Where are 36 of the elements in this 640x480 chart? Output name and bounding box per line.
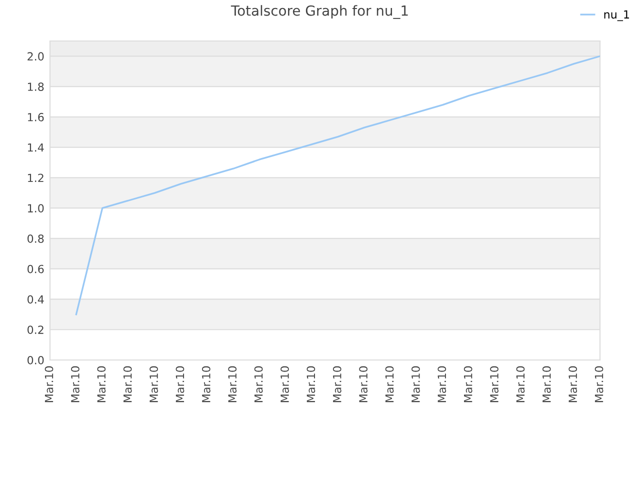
x-tick-label: Mar.10 xyxy=(97,366,106,402)
y-tick-label: 0.2 xyxy=(28,326,44,334)
x-tick-label: Mar.10 xyxy=(202,366,210,402)
x-tick-label: Mar.10 xyxy=(280,366,289,402)
y-tick-label: 0.8 xyxy=(28,234,44,243)
y-tick-label: 0.0 xyxy=(28,356,44,364)
y-tick-label: 1.8 xyxy=(28,82,44,91)
y-tick-label: 0.6 xyxy=(28,264,44,274)
y-tick-label: 1.4 xyxy=(28,143,44,152)
legend-label: nu_1 xyxy=(604,10,629,22)
y-tick-label: 1.6 xyxy=(28,112,44,122)
x-tick-label: Mar.10 xyxy=(542,366,551,402)
x-tick-label: Mar.10 xyxy=(411,366,420,402)
y-tick-label: 2.0 xyxy=(28,52,44,61)
y-tick-label: 1.2 xyxy=(28,174,44,182)
chart-title: Totalscore Graph for nu_1 xyxy=(230,5,408,19)
x-tick-label: Mar.10 xyxy=(385,366,394,402)
line-series xyxy=(75,55,600,316)
y-tick-label: 0.4 xyxy=(28,295,44,304)
x-tick-label: Mar.10 xyxy=(44,366,54,402)
x-tick-label: Mar.10 xyxy=(594,366,604,402)
x-tick-label: Mar.10 xyxy=(332,366,342,402)
x-tick-label: Mar.10 xyxy=(306,366,316,402)
x-tick-label: Mar.10 xyxy=(359,366,368,402)
x-tick-label: Mar.10 xyxy=(228,366,237,402)
x-tick-label: Mar.10 xyxy=(568,366,578,402)
x-tick-label: Mar.10 xyxy=(516,366,525,402)
x-tick-label: Mar.10 xyxy=(176,366,184,402)
x-tick-label: Mar.10 xyxy=(71,366,80,402)
x-tick-label: Mar.10 xyxy=(123,366,132,402)
x-tick-label: Mar.10 xyxy=(438,366,446,402)
x-tick-label: Mar.10 xyxy=(490,366,498,402)
x-tick-label: Mar.10 xyxy=(254,366,263,402)
x-tick-label: Mar.10 xyxy=(464,366,472,402)
x-tick-label: Mar.10 xyxy=(150,366,158,402)
y-tick-label: 1.0 xyxy=(28,204,44,212)
